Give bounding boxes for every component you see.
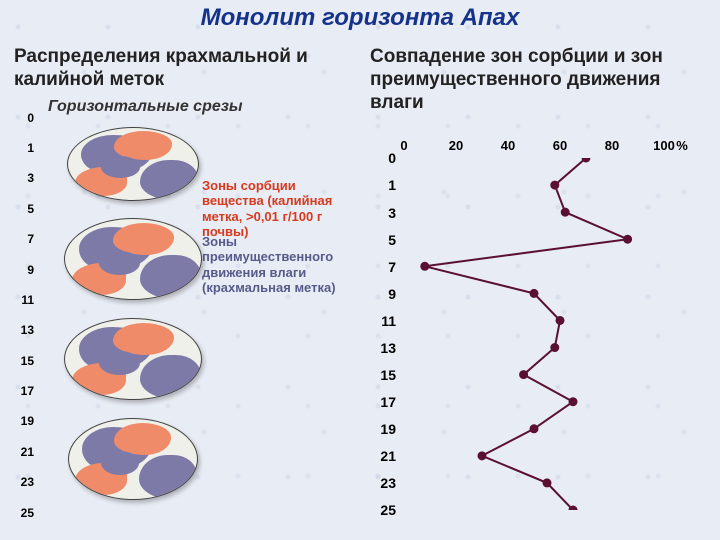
chart-point	[530, 290, 538, 298]
depth-tick: 19	[14, 414, 34, 428]
right-subtitle: Совпадение зон сорбции и зон преимуществ…	[370, 46, 706, 114]
soil-slice	[64, 218, 202, 300]
slices-label: Горизонтальные срезы	[48, 98, 354, 116]
depth-tick: 21	[14, 445, 34, 459]
flow-zone	[140, 355, 201, 399]
y-tick: 7	[370, 259, 396, 275]
x-unit: %	[676, 138, 688, 153]
y-tick: 0	[370, 150, 396, 166]
overlap-chart: 020406080100%0135791113151719212325	[370, 138, 706, 518]
soil-slice	[67, 127, 199, 201]
depth-tick: 5	[14, 202, 34, 216]
page-title: Монолит горизонта Апах	[0, 4, 720, 32]
legend-flow: Зоны преимущественного движения влаги (к…	[202, 234, 354, 296]
depth-tick: 23	[14, 475, 34, 489]
x-tick: 80	[605, 138, 619, 153]
sorption-zone	[114, 423, 172, 455]
y-tick: 11	[370, 313, 396, 329]
chart-line	[425, 158, 628, 510]
chart-point	[551, 181, 559, 189]
x-tick: 40	[501, 138, 515, 153]
y-tick: 23	[370, 475, 396, 491]
chart-point	[561, 209, 569, 217]
chart-point	[551, 344, 559, 352]
chart-point	[624, 236, 632, 244]
chart-point	[556, 317, 564, 325]
flow-zone	[139, 455, 197, 499]
chart-point	[582, 158, 590, 162]
left-panel: Распределения крахмальной и калийной мет…	[14, 46, 354, 513]
x-tick: 100	[653, 138, 675, 153]
flow-zone	[101, 451, 139, 475]
chart-point	[520, 371, 528, 379]
y-tick: 9	[370, 286, 396, 302]
chart-point	[530, 425, 538, 433]
sorption-zone	[113, 323, 174, 355]
x-tick: 60	[553, 138, 567, 153]
depth-tick: 13	[14, 323, 34, 337]
depth-tick: 9	[14, 263, 34, 277]
chart-point	[569, 506, 577, 510]
chart-point	[478, 452, 486, 460]
flow-zone	[101, 156, 140, 178]
depth-tick: 7	[14, 232, 34, 246]
y-tick: 13	[370, 340, 396, 356]
depth-tick: 1	[14, 141, 34, 155]
y-tick: 5	[370, 232, 396, 248]
soil-slice	[68, 418, 198, 500]
y-tick: 17	[370, 394, 396, 410]
y-tick: 19	[370, 421, 396, 437]
depth-tick: 0	[14, 111, 34, 125]
y-tick: 15	[370, 367, 396, 383]
legend-sorption: Зоны сорбции вещества (калийная метка, >…	[202, 178, 354, 240]
depth-tick: 25	[14, 506, 34, 520]
x-tick: 0	[400, 138, 407, 153]
depth-tick: 11	[14, 293, 34, 307]
flow-zone	[140, 160, 199, 200]
chart-point	[421, 263, 429, 271]
depth-tick: 17	[14, 384, 34, 398]
slices-area: 0135791113151719212325 Зоны сорбции веще…	[14, 118, 354, 513]
y-tick: 1	[370, 177, 396, 193]
y-tick: 3	[370, 205, 396, 221]
y-tick: 25	[370, 502, 396, 518]
flow-zone	[99, 351, 140, 375]
sorption-zone	[113, 223, 174, 255]
depth-tick: 3	[14, 171, 34, 185]
chart-point	[569, 398, 577, 406]
chart-point	[543, 479, 551, 487]
flow-zone	[140, 255, 201, 299]
flow-zone	[99, 251, 140, 275]
y-tick: 21	[370, 448, 396, 464]
soil-slice	[64, 318, 202, 400]
depth-tick: 15	[14, 354, 34, 368]
left-subtitle: Распределения крахмальной и калийной мет…	[14, 46, 354, 92]
chart-plot	[404, 158, 664, 510]
x-tick: 20	[449, 138, 463, 153]
right-panel: Совпадение зон сорбции и зон преимуществ…	[370, 46, 706, 518]
